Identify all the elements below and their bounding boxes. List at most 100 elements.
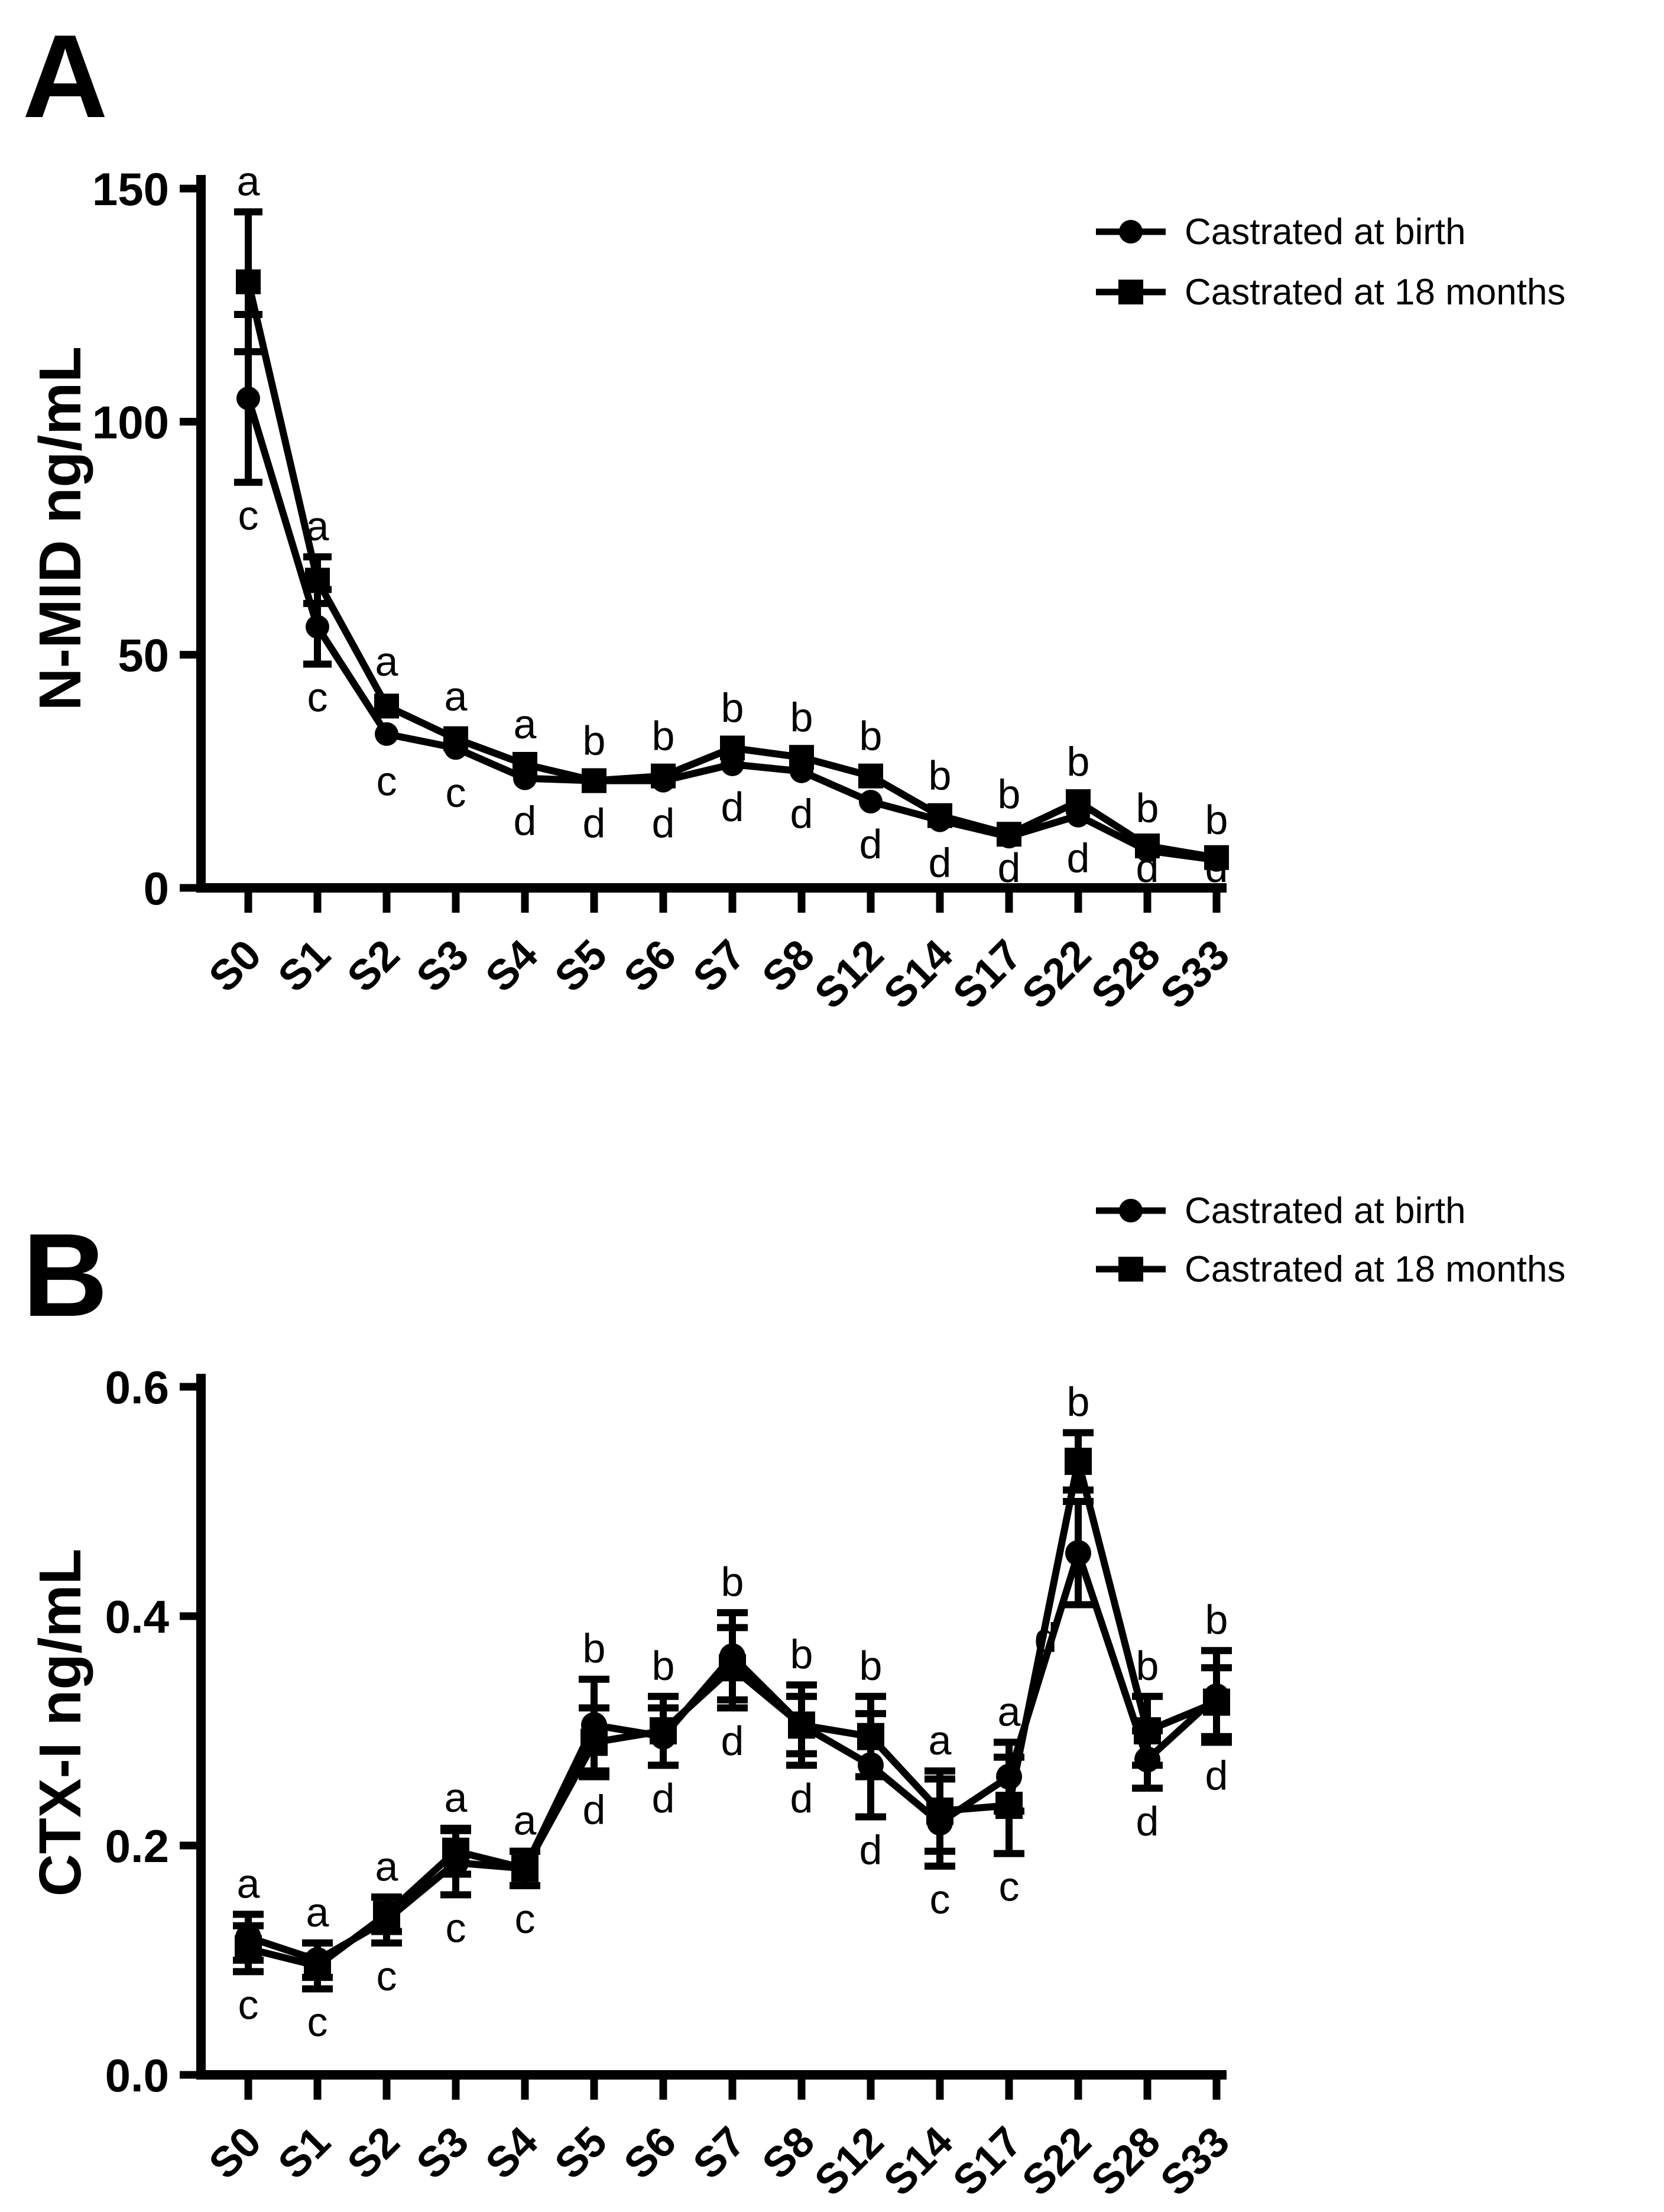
x-tick-label: S4 <box>476 931 547 1001</box>
sig-letter-below: c <box>446 770 466 816</box>
data-point-square <box>997 822 1021 847</box>
x-tick-label: S22 <box>1013 2118 1100 2205</box>
sig-letter-below: d <box>859 1827 883 1873</box>
x-tick-label: S17 <box>944 2118 1031 2205</box>
data-point-square <box>373 1900 400 1928</box>
sig-letter-above: a <box>445 1775 468 1821</box>
x-tick-label: S33 <box>1151 931 1238 1018</box>
circle-series-icon <box>1096 220 1166 244</box>
sig-letter-above: a <box>929 1717 952 1763</box>
x-tick-label: S6 <box>615 2118 685 2188</box>
sig-letter-above: b <box>652 1643 675 1689</box>
legend-item-castrated-at-birth: Castrated at birth <box>1092 207 1466 257</box>
x-tick-label: S12 <box>806 931 893 1018</box>
y-tick-label: 0.4 <box>105 1591 169 1643</box>
data-point-square <box>305 567 330 593</box>
data-point-square <box>304 1952 331 1980</box>
sig-letter-above: b <box>1205 1597 1228 1643</box>
data-point-circle <box>1065 1540 1091 1566</box>
x-tick-label: S5 <box>546 2118 616 2188</box>
sig-letter-above: b <box>1205 797 1228 843</box>
series-points-square <box>235 1448 1230 1980</box>
legend-label: Castrated at 18 months <box>1185 1248 1566 1290</box>
sig-letter-above: a <box>998 1688 1021 1734</box>
sig-letter-below: c <box>307 674 328 720</box>
x-tick-label: S1 <box>269 931 339 1001</box>
data-point-square <box>1065 1448 1092 1475</box>
sig-letter-below: d <box>1205 845 1228 891</box>
sig-letter-below: d <box>790 1775 813 1821</box>
x-tick-label: S3 <box>407 931 478 1001</box>
x-tick-label: S0 <box>200 931 270 1001</box>
y-tick-label: 0.0 <box>105 2049 169 2101</box>
data-point-square <box>995 1792 1023 1819</box>
sig-letter-below: c <box>515 1896 536 1942</box>
legend-label: Castrated at birth <box>1185 1190 1466 1231</box>
sig-letter-above: a <box>375 1843 398 1889</box>
sig-letter-below: d <box>1136 845 1159 891</box>
x-tick-label: S1 <box>269 2118 339 2188</box>
x-tick-label: S17 <box>944 931 1031 1018</box>
x-tick-label: S4 <box>476 2118 547 2188</box>
sig-letter-above: b <box>859 1643 883 1689</box>
data-point-square <box>442 1837 469 1865</box>
x-tick-label: S28 <box>1082 931 1169 1018</box>
x-tick-label: S2 <box>338 2118 408 2188</box>
sig-letter-below: c <box>446 1905 466 1951</box>
sig-letter-below: c <box>377 1953 397 1999</box>
sig-letter-above: b <box>721 685 744 731</box>
x-tick-label: S14 <box>875 2118 962 2205</box>
sig-letter-above: b <box>998 771 1021 818</box>
y-tick-label: 0 <box>144 862 169 914</box>
data-point-square <box>1204 845 1229 870</box>
sig-letter-above: a <box>306 1889 329 1935</box>
legend-item-castrated-at-18-months: Castrated at 18 months <box>1092 267 1565 317</box>
panel-a-label: A <box>22 11 108 142</box>
x-tick-label: S22 <box>1013 931 1100 1018</box>
data-point-square <box>443 726 468 751</box>
sig-letter-above: b <box>652 713 675 759</box>
chart-panel-b: 0.00.20.40.6S0S1S2S3S4S5S6S7S8S12S14S17S… <box>105 1361 1239 2205</box>
x-tick-label: S7 <box>684 931 754 1001</box>
sig-letter-below: d <box>652 800 675 846</box>
square-series-icon <box>1096 280 1166 304</box>
square-series-icon <box>1096 1257 1166 1282</box>
series-points-square <box>236 269 1229 870</box>
series-line-square <box>247 1460 1218 1970</box>
sig-letter-below: d <box>514 797 537 844</box>
sig-letter-below: d <box>859 821 883 867</box>
y-tick-label: 100 <box>92 396 169 448</box>
sig-letter-above: a <box>514 701 537 747</box>
data-point-circle <box>375 722 398 746</box>
sig-letter-below: d <box>1136 1798 1159 1844</box>
x-tick-label: S28 <box>1082 2118 1169 2205</box>
sig-letter-above: b <box>929 753 952 799</box>
sig-letter-below: c <box>307 1999 328 2045</box>
data-point-circle <box>859 790 883 814</box>
panel-b-label: B <box>22 1209 108 1341</box>
sig-letter-below: d <box>790 791 813 837</box>
data-point-circle <box>1134 1746 1160 1773</box>
data-point-square <box>927 803 952 828</box>
panel-b-y-axis-title: CTX-I ng/mL <box>27 1548 93 1897</box>
data-point-square <box>926 1797 953 1825</box>
data-point-square <box>511 1854 539 1882</box>
sig-letter-above: b <box>790 694 813 740</box>
data-point-square <box>235 1935 262 1963</box>
sig-letter-below: d <box>583 800 606 846</box>
circle-series-icon <box>1096 1199 1166 1222</box>
sig-letter-above: a <box>514 1798 537 1844</box>
data-point-circle <box>306 615 329 639</box>
sig-letter-below: d <box>998 845 1021 891</box>
y-tick-label: 0.2 <box>105 1820 169 1872</box>
sig-letter-above: b <box>1136 785 1159 831</box>
data-point-square <box>1066 789 1091 815</box>
sig-letter-above: a <box>306 503 329 549</box>
data-point-square <box>720 735 745 761</box>
data-point-square <box>857 1723 884 1750</box>
y-tick-label: 0.6 <box>105 1361 169 1413</box>
data-point-square <box>374 693 399 719</box>
data-point-square <box>651 763 676 789</box>
